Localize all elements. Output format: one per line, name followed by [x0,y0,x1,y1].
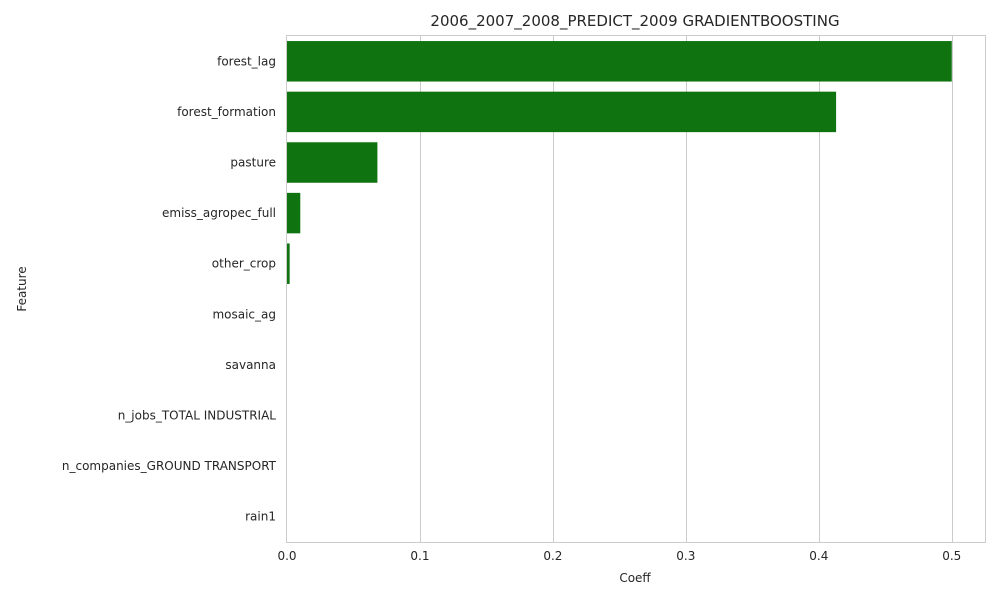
x-tick-label: 0.0 [277,549,296,563]
y-tick-label: other_crop [212,257,276,271]
bar [287,142,378,183]
x-tick-label: 0.3 [676,549,695,563]
x-tick-labels: 0.0 0.1 0.2 0.3 0.4 0.5 [277,549,961,563]
y-tick-label: mosaic_ag [212,307,276,321]
y-tick-label: n_jobs_TOTAL INDUSTRIAL [118,409,277,423]
x-axis-label: Coeff [619,571,651,585]
plot-frame [286,35,986,543]
x-tick-label: 0.1 [410,549,429,563]
y-tick-label: savanna [225,358,276,372]
y-tick-label: forest_lag [217,54,276,68]
x-tick-label: 0.4 [809,549,828,563]
y-tick-label: pasture [230,156,276,170]
y-tick-label: rain1 [245,510,276,524]
x-tick-label: 0.5 [942,549,961,563]
bar [287,91,837,133]
chart-title: 2006_2007_2008_PREDICT_2009 GRADIENTBOOS… [430,12,839,31]
bar-layer [287,41,952,284]
y-tick-label: forest_formation [177,105,276,119]
x-tick-label: 0.2 [543,549,562,563]
y-tick-label: emiss_agropec_full [162,206,276,220]
bar [287,41,952,82]
bar [287,243,290,284]
bar [287,192,301,234]
y-tick-label: n_companies_GROUND TRANSPORT [62,459,277,473]
y-axis-label: Feature [15,266,29,311]
